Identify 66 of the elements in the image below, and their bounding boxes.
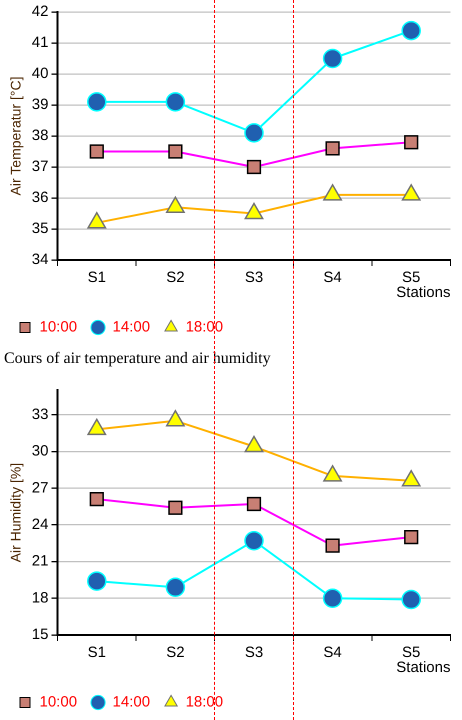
point [404, 530, 418, 544]
x-tick-label: S5 [402, 644, 420, 662]
x-tick-label: S1 [88, 269, 106, 286]
point [402, 470, 421, 487]
y-tick-label: 35 [32, 220, 48, 238]
point [323, 465, 342, 482]
point [322, 48, 342, 68]
point [87, 571, 107, 591]
point [168, 500, 183, 515]
y-tick-label: 34 [32, 251, 48, 268]
point [244, 202, 264, 220]
x-axis-title: Stations [396, 659, 450, 676]
point [87, 418, 106, 436]
legend-label: 10:00 [40, 318, 78, 336]
y-axis-title: Air Humidity [%] [7, 462, 24, 562]
x-tick-label: S1 [88, 644, 106, 662]
x-tick-label: S3 [244, 644, 264, 662]
y-tick-label: 38 [32, 127, 48, 144]
point [404, 135, 418, 150]
x-tick-label: S2 [166, 269, 185, 286]
x-tick-label: S5 [402, 269, 420, 286]
y-axis-title: Air Temperatur [°C] [7, 76, 24, 196]
point [90, 144, 104, 159]
y-tick-label: 41 [32, 34, 48, 52]
point [166, 578, 186, 598]
legend-label: 18:00 [186, 694, 224, 711]
y-tick-label: 30 [32, 442, 48, 460]
y-tick-label: 40 [32, 65, 48, 82]
point [246, 160, 262, 174]
point [244, 123, 264, 143]
x-tick-label: S4 [323, 644, 342, 662]
x-tick-label: S2 [166, 644, 185, 662]
legend-label: 14:00 [112, 318, 150, 336]
y-tick-label: 18 [32, 589, 48, 606]
y-tick-label: 27 [32, 479, 48, 496]
y-tick-label: 15 [32, 626, 48, 644]
y-tick-label: 39 [32, 96, 48, 114]
legend-label: 14:00 [112, 694, 150, 711]
chart-title: Cours of air temperature and air humidity [4, 350, 271, 367]
legend-label: 10:00 [40, 694, 78, 711]
point [323, 184, 342, 201]
point [168, 144, 183, 159]
x-tick-label: S4 [323, 269, 342, 286]
x-tick-label: S3 [244, 269, 264, 286]
y-tick-label: 42 [32, 3, 48, 20]
point [246, 496, 262, 512]
point [322, 588, 342, 608]
x-axis-title: Stations [396, 284, 450, 302]
point [244, 436, 264, 452]
point [325, 141, 340, 156]
point [87, 92, 107, 112]
point [402, 184, 421, 201]
point [166, 410, 185, 427]
y-tick-label: 33 [32, 406, 48, 423]
point [325, 538, 340, 553]
point [87, 212, 106, 229]
point [401, 590, 421, 610]
y-tick-label: 21 [32, 552, 48, 570]
point [166, 196, 185, 214]
point [166, 92, 186, 112]
point [244, 531, 264, 550]
legend-label: 18:00 [186, 318, 224, 336]
y-tick-label: 24 [32, 516, 48, 533]
y-tick-label: 36 [32, 189, 48, 206]
y-tick-label: 37 [32, 158, 48, 176]
point [90, 492, 104, 506]
